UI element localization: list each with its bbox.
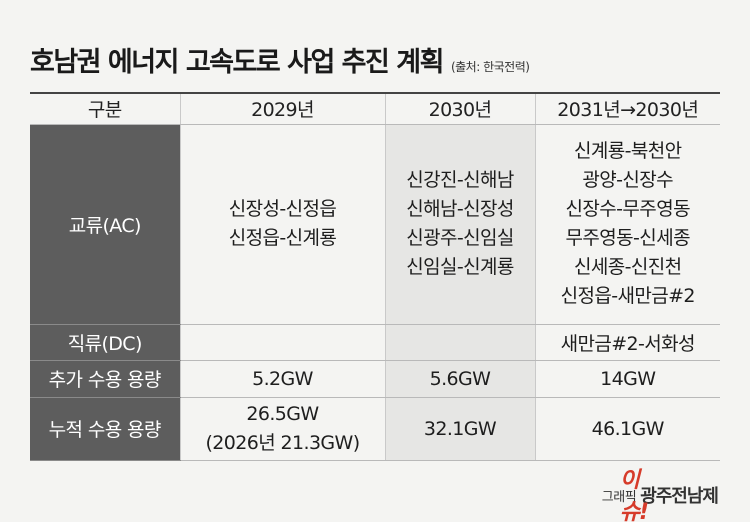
table-row-added: 추가 수용 용량 5.2GW 5.6GW 14GW bbox=[30, 360, 720, 398]
logo-text: 광주전남제 bbox=[640, 486, 719, 507]
header-2029: 2029년 bbox=[179, 94, 385, 125]
cell-dc-2029 bbox=[179, 324, 385, 361]
table-row-cumulative: 누적 수용 용량 26.5GW (2026년 21.3GW) 32.1GW 46… bbox=[30, 397, 720, 461]
route-line: 신장수-무주영동 bbox=[565, 198, 691, 220]
row-label-cumulative: 누적 수용 용량 bbox=[30, 397, 180, 461]
cell-ac-2030: 신강진-신해남 신해남-신장성 신광주-신임실 신임실-신계룡 bbox=[384, 124, 535, 325]
route-line: 무주영동-신세종 bbox=[565, 227, 691, 249]
cell-added-2031: 14GW bbox=[534, 360, 720, 398]
header-2030: 2030년 bbox=[384, 94, 535, 125]
cell-ac-2029: 신장성-신정읍 신정읍-신계룡 bbox=[179, 124, 385, 325]
route-line: 신강진-신해남 bbox=[406, 169, 514, 191]
cell-cumulative-2031: 46.1GW bbox=[534, 397, 720, 461]
route-line: 신해남-신장성 bbox=[406, 198, 514, 220]
row-label-dc: 직류(DC) bbox=[30, 324, 180, 361]
cell-ac-2031: 신계룡-북천안 광양-신장수 신장수-무주영동 무주영동-신세종 신세종-신진천… bbox=[534, 124, 720, 325]
table-row-ac: 교류(AC) 신장성-신정읍 신정읍-신계룡 신강진-신해남 신해남-신장성 신… bbox=[30, 124, 720, 325]
route-line: 신광주-신임실 bbox=[406, 227, 514, 249]
route-line: 신정읍-신계룡 bbox=[228, 227, 337, 249]
cell-dc-2031: 새만금#2-서화성 bbox=[534, 324, 720, 361]
cell-cumulative-2030: 32.1GW bbox=[384, 397, 535, 461]
logo-accent: 이슈! bbox=[619, 468, 649, 522]
capacity-note: (2026년 21.3GW) bbox=[205, 431, 360, 454]
table-header-row: 구분 2029년 2030년 2031년→2030년 bbox=[30, 94, 720, 125]
publisher-logo: 이슈! 광주전남제 bbox=[620, 468, 719, 522]
header-category: 구분 bbox=[30, 94, 180, 125]
route-line: 광양-신장수 bbox=[582, 169, 674, 191]
table-row-dc: 직류(DC) 새만금#2-서화성 bbox=[30, 324, 720, 361]
header-2031: 2031년→2030년 bbox=[534, 94, 720, 125]
header: 호남권 에너지 고속도로 사업 추진 계획 (출처: 한국전력) bbox=[30, 40, 720, 90]
route-line: 신세종-신진천 bbox=[573, 256, 682, 278]
route-line: 신임실-신계룡 bbox=[406, 256, 514, 278]
source-note: (출처: 한국전력) bbox=[450, 60, 530, 74]
credit-text: 그래픽 bbox=[601, 489, 637, 505]
cell-dc-2030 bbox=[384, 324, 535, 361]
cell-added-2030: 5.6GW bbox=[384, 360, 535, 398]
capacity-value: 26.5GW bbox=[246, 402, 319, 425]
cell-added-2029: 5.2GW bbox=[179, 360, 385, 398]
page-title: 호남권 에너지 고속도로 사업 추진 계획 bbox=[30, 47, 444, 78]
credit: 그래픽 이슈! 광주전남제 bbox=[601, 468, 719, 522]
cell-cumulative-2029: 26.5GW (2026년 21.3GW) bbox=[179, 397, 385, 461]
row-label-added: 추가 수용 용량 bbox=[30, 360, 180, 398]
top-divider bbox=[30, 92, 720, 94]
row-label-ac: 교류(AC) bbox=[30, 124, 180, 325]
route-line: 신계룡-북천안 bbox=[573, 140, 682, 162]
route-line: 신장성-신정읍 bbox=[228, 198, 337, 220]
plan-table: 구분 2029년 2030년 2031년→2030년 교류(AC) 신장성-신정… bbox=[30, 94, 720, 461]
route-line: 신정읍-새만금#2 bbox=[560, 285, 696, 307]
